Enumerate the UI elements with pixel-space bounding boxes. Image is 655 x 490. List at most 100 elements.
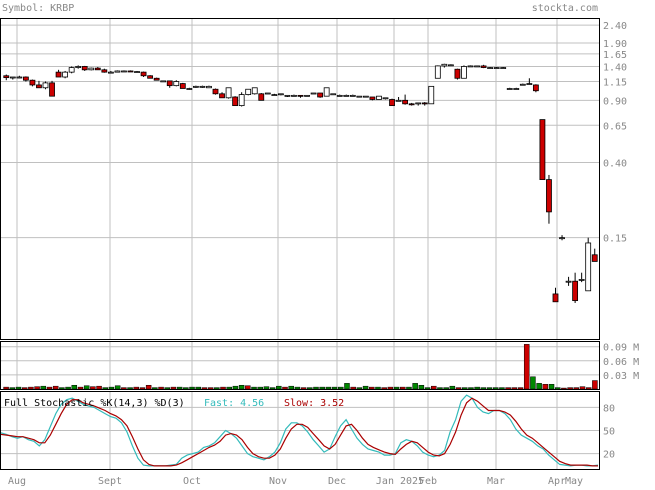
volume-bar [393,386,400,390]
volume-bar [561,387,567,390]
volume-bar [263,386,270,390]
volume-bar [449,385,456,390]
candle [336,94,343,97]
x-tick-label: Apr [548,476,566,486]
candle [206,85,212,89]
volume-bar [3,386,9,390]
x-tick-label: Dec [328,476,346,486]
candle-body [225,87,232,99]
candle [55,69,62,78]
candle-body [506,88,513,90]
candle-body [461,66,467,79]
candle [474,65,480,68]
volume-bar [443,387,449,390]
volume-bar [431,385,437,390]
candle [552,287,559,303]
price-tick-label: 2.40 [603,21,627,32]
price-tick-label: 0.65 [603,121,627,132]
candle [264,92,271,95]
candle [317,92,324,98]
stochastic-lines [0,394,599,467]
candle [362,95,369,98]
volume-bar [238,384,245,390]
candle [349,94,356,97]
candle-body [277,93,284,96]
candle [49,80,55,97]
candle-body [415,102,422,105]
candle [519,83,526,86]
candle-body [519,83,526,86]
candle-body [166,80,173,87]
volume-bar [121,387,127,390]
candle-body [513,88,520,90]
candle-body [428,85,435,105]
candle-body [264,92,271,95]
candle [369,96,376,101]
price-tick-label: 0.40 [603,158,627,169]
candle [395,96,402,102]
volume-bar [579,386,586,390]
candle-body [88,67,95,71]
volume-bar [34,386,40,390]
candle [127,70,134,73]
candle [107,70,114,74]
volume-bar [412,383,418,390]
stochastic-panel-frame [0,391,600,470]
volume-bar [170,386,177,390]
price-grid [1,24,599,239]
volume-bar [83,385,90,390]
candle [500,67,507,69]
candle-body [49,82,55,97]
candle [506,87,513,90]
volume-bar [257,386,263,390]
stochastic-title: Full Stochastic %K(14,3) %D(3) [4,398,185,409]
candle-body [232,96,239,107]
candle [480,64,487,69]
candle-body [9,76,16,79]
candle [585,237,592,292]
volume-bar [530,376,536,390]
volume-bar [145,384,152,390]
candle-body [206,85,212,89]
candle-body [454,68,461,79]
candle-body [310,92,317,95]
candle [251,87,258,95]
stochastic-axis-labels: 80 50 20 [603,403,615,460]
candle [199,85,206,88]
price-axis-labels: 2.40 1.901.651.40 1.15 0.90 0.65 0.40 0.15 [603,21,627,245]
candle-body [75,66,82,68]
stochastic-line-slow [0,397,598,467]
candle-body [480,65,487,68]
volume-bar [437,387,443,390]
stochastic-tick-label: 80 [603,403,615,414]
candle [225,87,232,99]
candle [75,65,82,69]
candle-body [389,99,395,107]
candle-body [42,82,49,89]
volume-bar [158,386,164,390]
candle-body [134,71,140,73]
volume-bar [424,387,431,390]
candle-body [343,94,350,97]
candle-body [467,65,474,68]
volume-bar [226,386,232,390]
candle [421,102,428,106]
candle-body [36,84,42,89]
candle [16,75,23,79]
volume-bar [468,387,474,390]
candle-body [487,67,494,69]
candle-body [559,237,565,240]
stochastic-tick-label: 50 [603,427,615,438]
price-tick-label: 1.90 [603,39,627,50]
volume-bar [9,387,16,390]
candle-body [395,99,402,102]
candle-body [402,99,409,105]
volume-bar [183,387,189,390]
candle [29,79,36,87]
candle-body [16,76,23,79]
volume-bar [480,387,487,390]
volume-bar [523,344,530,390]
candle-body [591,254,598,262]
